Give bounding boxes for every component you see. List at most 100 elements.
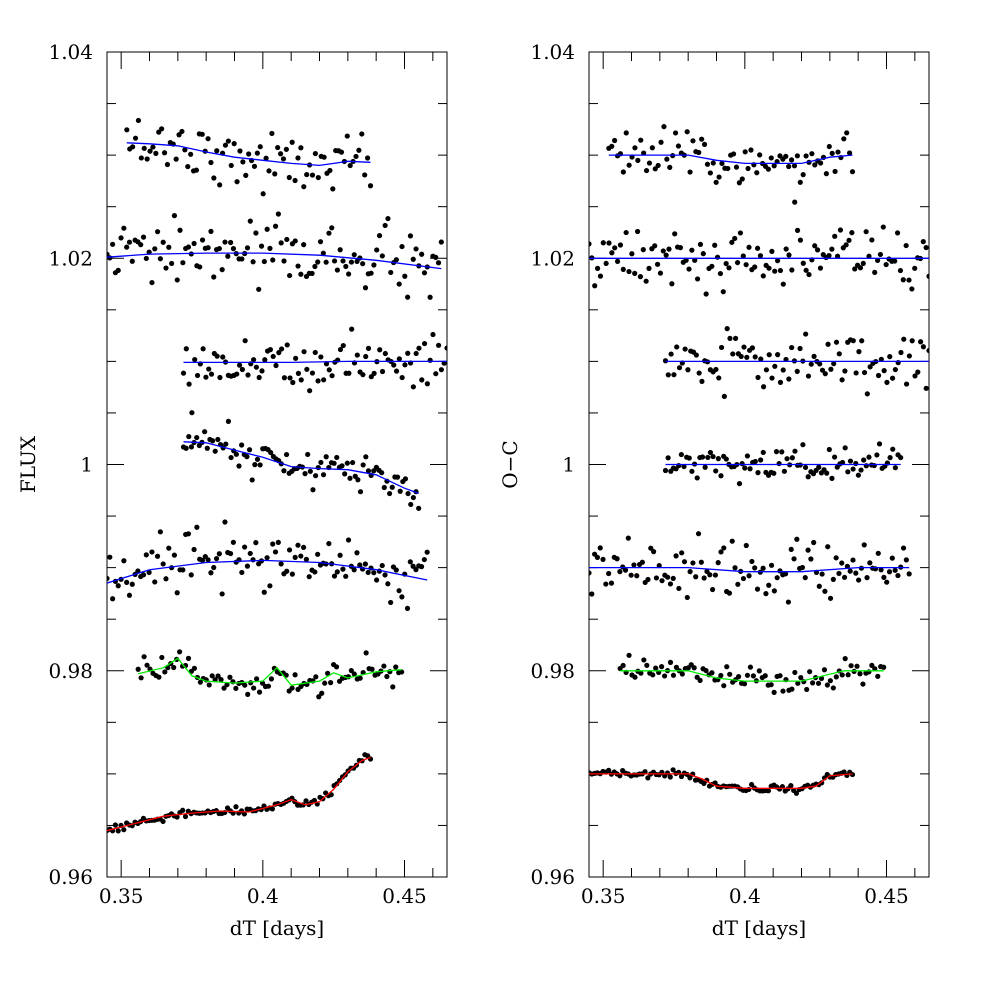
data-point [664,156,670,162]
data-point [312,263,318,270]
data-point [721,545,727,551]
data-point [236,463,242,469]
data-point [206,366,212,372]
data-point [589,570,592,576]
data-point [435,260,442,266]
data-point [317,239,324,245]
data-point [365,345,372,351]
data-point [312,150,318,157]
data-point [110,596,116,602]
data-point [309,370,316,376]
data-point [217,182,223,188]
data-point [421,340,428,347]
data-point [812,162,818,168]
data-point [691,665,697,671]
data-point [393,257,399,263]
data-point [707,572,713,578]
data-point [320,250,326,256]
data-point [789,267,795,273]
data-point [284,568,290,574]
data-point [892,567,898,573]
data-point [832,168,838,175]
data-point [670,672,677,678]
data-point [861,542,867,548]
data-point [707,449,714,456]
data-point [247,218,253,224]
data-point [659,664,665,670]
data-point [354,550,360,556]
data-point [716,174,722,180]
data-point [219,591,225,597]
data-point [600,556,606,562]
data-point [233,804,239,810]
data-point [678,451,684,458]
data-point [834,253,841,259]
data-point [822,371,828,377]
data-point [737,230,744,236]
data-point [222,519,228,525]
data-point [766,582,772,588]
data-point [408,501,414,508]
data-point [689,247,695,253]
data-point [180,260,186,266]
data-point [382,222,388,229]
data-point [815,680,822,686]
data-point [239,256,245,262]
data-point [789,344,795,351]
data-point [730,351,736,357]
data-point [748,147,754,153]
data-point [254,456,261,462]
data-point [293,355,299,361]
data-point [413,567,419,573]
data-point [402,476,409,482]
data-point [241,811,247,817]
data-point [179,128,185,135]
data-point [256,689,263,695]
data-point [322,680,328,686]
data-point [768,155,774,161]
data-point [685,367,691,373]
data-point [833,555,839,561]
data-point [800,442,806,448]
data-point [719,160,725,167]
data-point [377,347,383,353]
data-point [777,379,784,385]
data-point [185,244,192,250]
data-point [816,464,822,470]
data-point [758,356,764,362]
data-point [898,454,904,461]
data-point [666,246,672,252]
data-point [720,289,726,295]
data-point [231,141,237,147]
data-point [715,560,721,566]
data-point [312,569,318,575]
data-point [160,239,166,245]
data-point [250,557,256,563]
data-point [115,583,121,589]
data-point [153,150,159,156]
data-point [191,546,197,553]
data-point [410,494,416,501]
data-point [367,756,374,762]
data-point [774,575,780,581]
data-point [699,136,705,142]
data-point [926,273,929,279]
data-point [215,436,221,443]
y-tick-label: 1.02 [530,246,575,270]
data-point [841,136,847,142]
data-point [305,451,311,458]
data-point [906,277,912,283]
data-point [173,156,179,162]
data-point [849,771,856,778]
data-point [713,179,719,185]
data-point [182,813,189,820]
data-point [342,471,348,477]
data-point [626,268,632,275]
data-point [771,689,777,695]
data-point [686,266,692,272]
data-point [157,529,163,535]
data-point [745,165,751,172]
data-point [416,345,422,351]
data-point [346,370,352,376]
data-point [381,484,387,491]
